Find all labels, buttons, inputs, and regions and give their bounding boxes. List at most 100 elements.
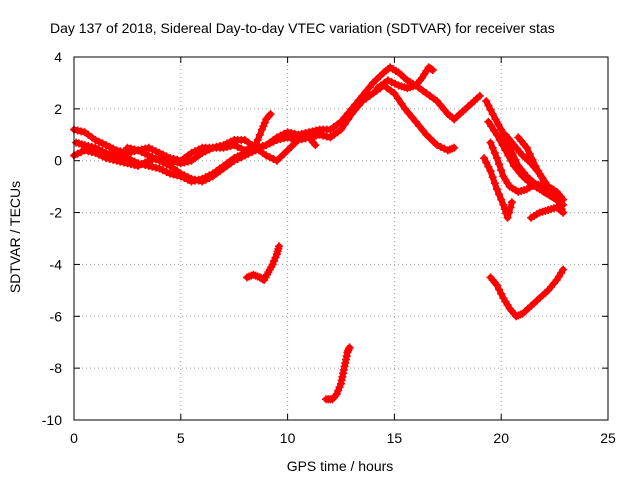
data-point [492,281,501,290]
data-point [311,141,320,150]
x-axis: 0 5 10 15 20 25 [70,57,616,446]
data-point [505,208,514,217]
data-point [265,111,274,120]
data-point [559,208,568,217]
data-point [507,198,516,207]
data-point [173,171,182,180]
data-point [428,65,437,74]
data-point [495,285,504,294]
x-tick-label: 20 [493,430,509,446]
data-point [194,145,203,154]
data-point [265,139,274,148]
data-point [490,126,499,135]
data-point [537,172,546,181]
data-point [492,130,501,139]
data-point [301,134,310,143]
plot-frame [73,56,609,421]
y-tick-label: -2 [50,205,63,221]
data-point [495,190,504,199]
data-point [126,144,135,153]
data-point [116,157,125,166]
data-point [480,154,489,163]
data-point [91,135,100,144]
data-point [436,101,445,110]
data-point [73,126,82,135]
y-tick-label: -4 [50,256,63,272]
data-point [498,141,507,150]
data-point [169,154,178,163]
data-point [283,133,292,142]
data-point [500,205,509,214]
data-point [237,144,246,153]
data-point [347,110,356,119]
data-point [215,142,224,151]
data-point [226,137,235,146]
data-point [144,143,153,152]
data-point [137,145,146,154]
data-point [84,147,93,156]
data-point [436,142,445,151]
data-point [134,161,143,170]
data-point [475,91,484,100]
data-point [230,154,239,163]
data-point [159,150,167,159]
data-point [233,142,242,151]
y-axis: -10 -8 -6 -4 -2 0 2 4 [42,49,608,428]
data-point [440,144,449,153]
data-point [486,167,495,176]
data-point [159,166,167,175]
data-point [487,122,496,131]
data-point [126,160,135,169]
data-point [354,101,363,110]
data-point [183,175,192,184]
chart-title: Day 137 of 2018, Sidereal Day-to-day VTE… [50,20,555,36]
data-point [151,154,160,163]
data-point [180,174,189,182]
data-point [162,167,171,176]
data-point [418,126,427,135]
y-tick-label: -10 [42,412,62,428]
data-point [162,152,171,161]
data-point [233,152,242,161]
data-point [265,153,274,162]
data-point [258,142,267,151]
data-point [102,154,111,163]
y-tick-label: 2 [54,101,62,117]
x-tick-label: 25 [600,430,616,446]
data-point [148,162,157,171]
data-point [415,122,424,131]
data-point [494,120,503,129]
data-point [484,162,493,171]
data-point [187,177,196,186]
data-point [503,213,512,222]
data-point [98,152,107,161]
data-point [484,117,493,126]
series-track-5 [373,63,437,93]
data-point [255,130,264,139]
data-point [134,146,143,155]
data-point [176,172,185,181]
data-point [123,159,132,168]
data-point [262,141,271,150]
data-point [383,76,392,85]
data-point [525,149,534,158]
data-point [223,139,232,148]
data-point [340,120,349,129]
data-point [542,181,551,190]
data-point [488,110,497,119]
series-track-16 [486,265,568,321]
data-point [433,141,442,150]
data-point [440,105,449,114]
data-point [297,135,306,144]
data-point [315,130,324,139]
data-point [393,94,402,103]
series-track-10 [480,154,516,222]
data-point [280,134,289,143]
data-point [534,167,543,176]
data-point [495,160,504,169]
data-point [287,134,296,143]
data-point [545,186,554,195]
data-point [77,148,86,157]
data-point [253,135,262,144]
